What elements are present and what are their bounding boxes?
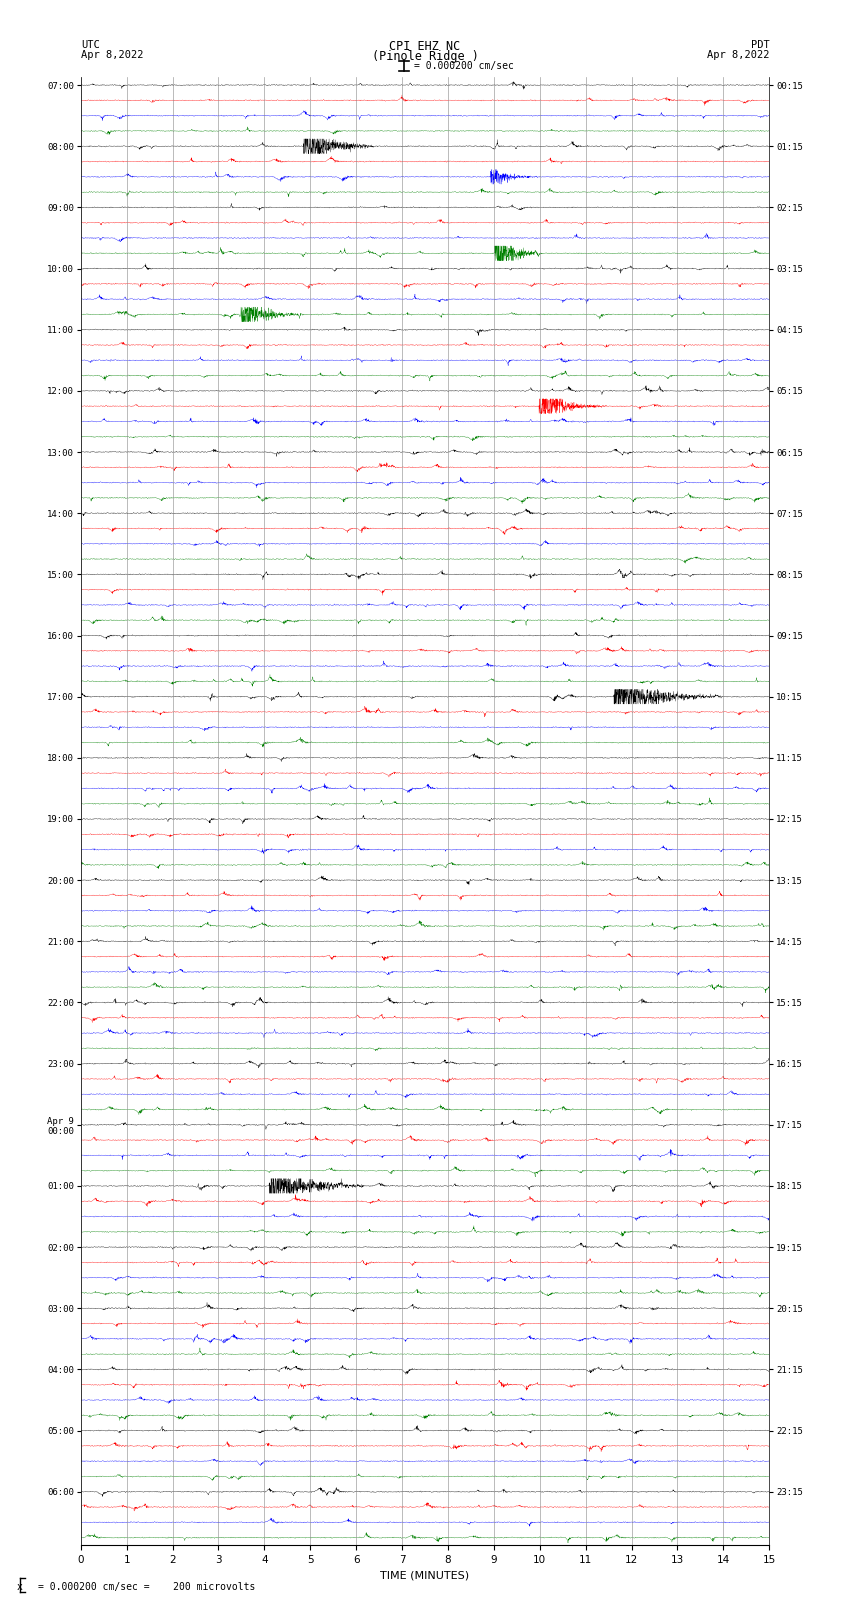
Text: x: x xyxy=(17,1582,23,1592)
Text: UTC: UTC xyxy=(81,40,99,50)
Text: (Pinole Ridge ): (Pinole Ridge ) xyxy=(371,50,479,63)
Text: Apr 8,2022: Apr 8,2022 xyxy=(706,50,769,60)
Text: Apr 8,2022: Apr 8,2022 xyxy=(81,50,144,60)
Text: = 0.000200 cm/sec =    200 microvolts: = 0.000200 cm/sec = 200 microvolts xyxy=(38,1582,256,1592)
Text: PDT: PDT xyxy=(751,40,769,50)
Text: CPI EHZ NC: CPI EHZ NC xyxy=(389,40,461,53)
X-axis label: TIME (MINUTES): TIME (MINUTES) xyxy=(381,1571,469,1581)
Text: = 0.000200 cm/sec: = 0.000200 cm/sec xyxy=(414,61,513,71)
